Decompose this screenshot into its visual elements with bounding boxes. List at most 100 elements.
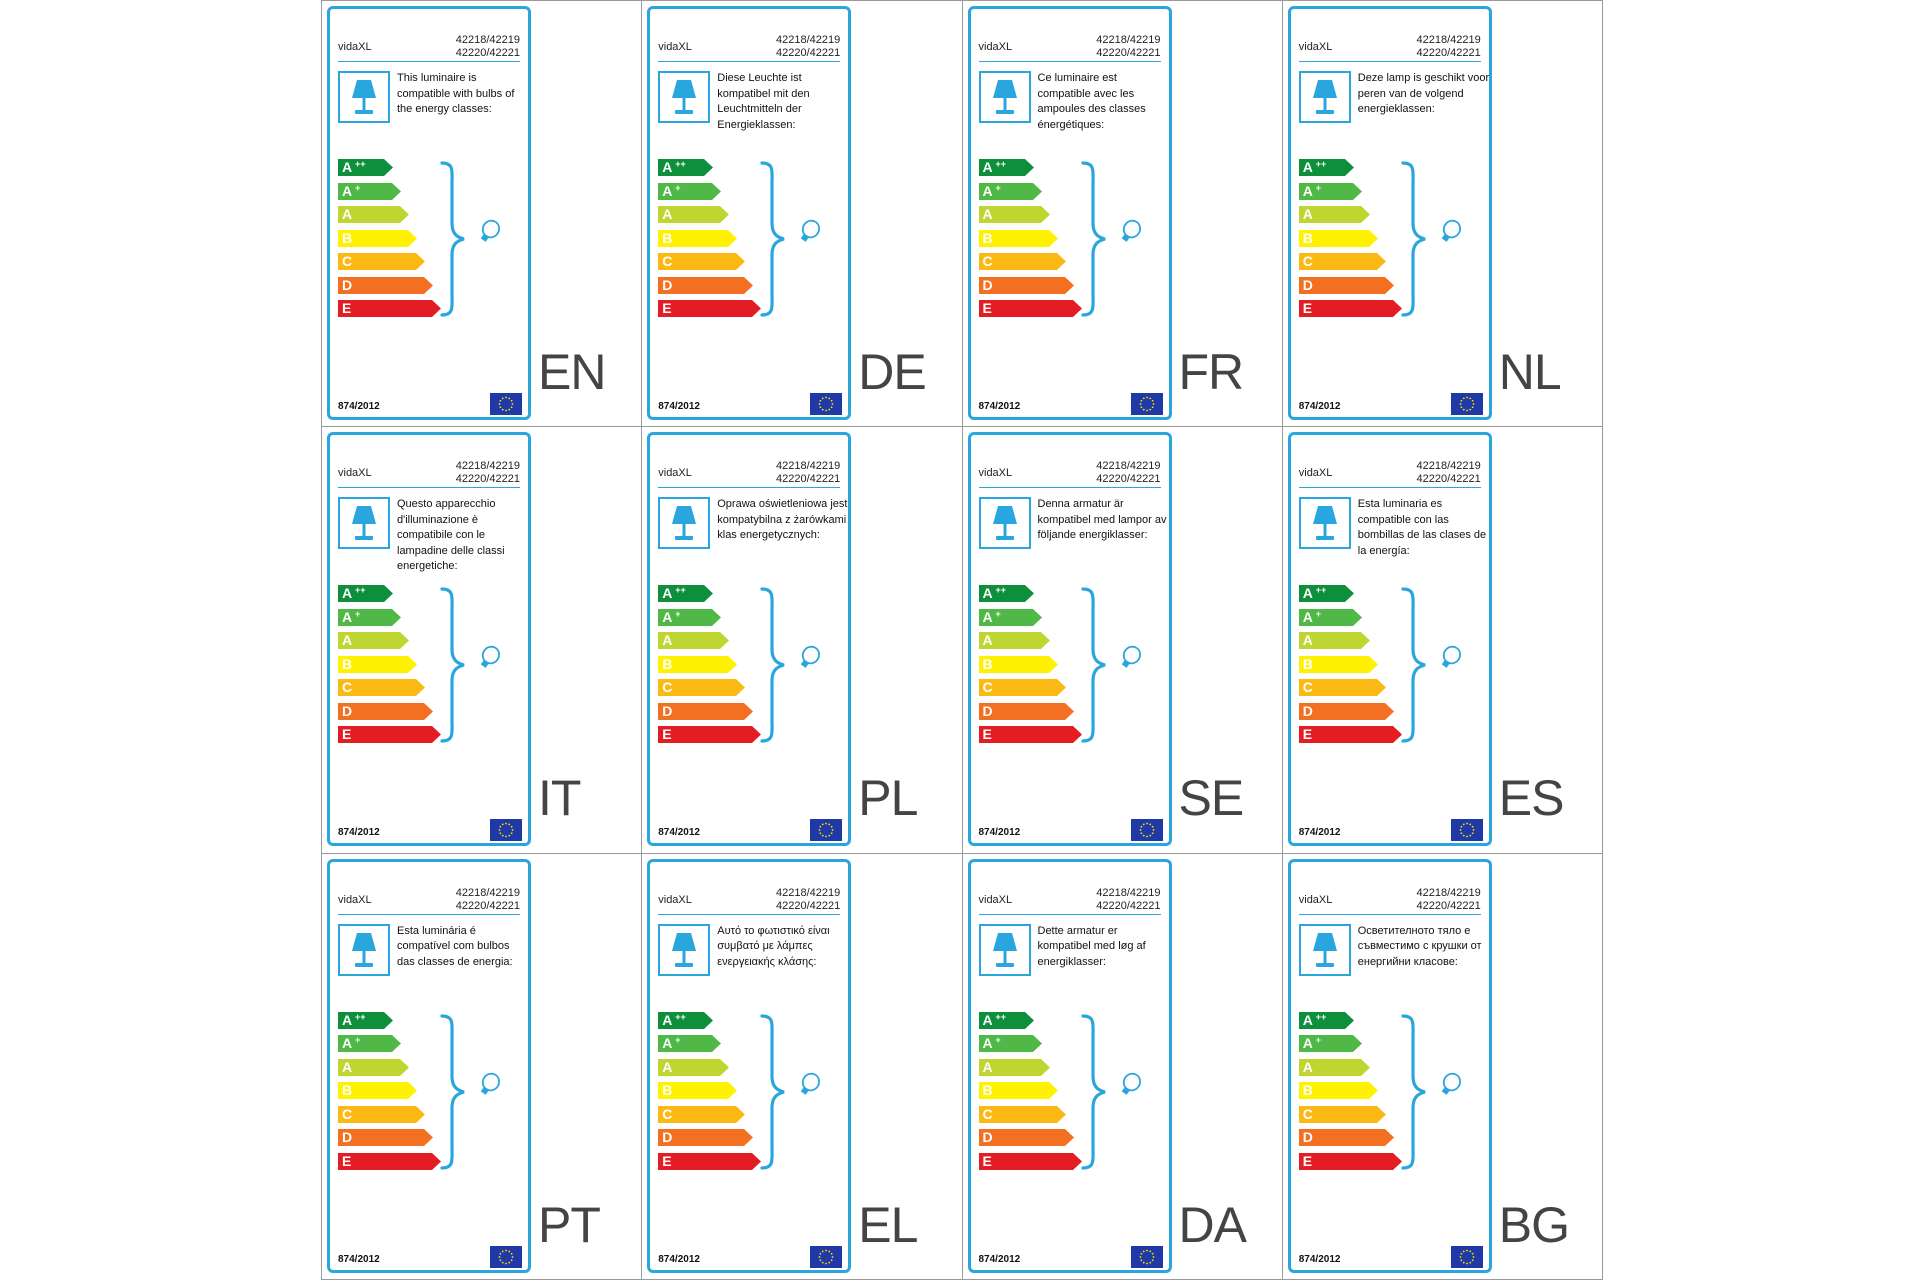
energy-class-letter: D xyxy=(662,1129,673,1146)
energy-class-letter: A xyxy=(982,1058,993,1075)
energy-class-arrow xyxy=(978,726,1082,744)
energy-label: vidaXL 42218/42219 42220/42221 Dette arm… xyxy=(967,858,1172,1273)
brand-name: vidaXL xyxy=(338,41,372,53)
energy-class-letter: D xyxy=(1302,702,1313,719)
eu-flag-icon xyxy=(1130,1245,1163,1268)
energy-class-superscript: + xyxy=(675,1035,681,1046)
energy-class-letter: E xyxy=(342,726,352,743)
energy-label: vidaXL 42218/42219 42220/42221 Esta lumi… xyxy=(327,858,531,1273)
energy-class-bar: C xyxy=(338,1105,458,1123)
brace-icon xyxy=(760,587,785,743)
energy-class-arrow xyxy=(978,1035,1042,1053)
energy-class-bar: A ++ xyxy=(978,159,1099,176)
energy-class-arrow xyxy=(338,159,393,176)
energy-class-bar: A ++ xyxy=(338,585,458,603)
energy-class-superscript: ++ xyxy=(675,159,686,169)
header-divider xyxy=(338,61,520,62)
model-number-line-2: 42220/42221 xyxy=(776,47,841,59)
model-numbers: 42218/42219 42220/42221 xyxy=(776,460,840,486)
energy-class-bar: A + xyxy=(978,1035,1099,1053)
model-number-line-1: 42218/42219 xyxy=(1096,34,1161,46)
table-lamp-icon xyxy=(338,497,390,550)
energy-class-bar: D xyxy=(338,702,458,720)
model-numbers: 42218/42219 42220/42221 xyxy=(1417,34,1481,60)
brand-name: vidaXL xyxy=(978,893,1013,906)
table-lamp-icon xyxy=(1298,71,1351,123)
energy-class-superscript: + xyxy=(1315,182,1322,193)
energy-class-letter: B xyxy=(342,655,353,672)
energy-class-letter: C xyxy=(1302,1105,1313,1122)
energy-class-arrow xyxy=(658,1011,714,1029)
energy-class-scale: A ++ A + A B C D E xyxy=(338,159,458,324)
energy-class-arrow xyxy=(978,1152,1082,1170)
energy-class-bar: C xyxy=(338,253,458,270)
energy-class-letter: D xyxy=(342,1129,353,1146)
energy-class-superscript: ++ xyxy=(1315,159,1327,169)
energy-class-letter: A xyxy=(1302,1058,1313,1075)
energy-class-arrow xyxy=(658,655,738,673)
light-bulb-icon xyxy=(800,1072,821,1095)
language-code: PL xyxy=(858,770,918,827)
energy-class-bar: C xyxy=(658,253,778,270)
energy-class-letter: B xyxy=(342,1082,353,1099)
energy-class-letter: A xyxy=(342,206,353,222)
energy-class-bar: A xyxy=(658,1058,778,1076)
model-number-line-2: 42220/42221 xyxy=(776,473,841,486)
energy-class-scale: A ++ A + A B C D E xyxy=(658,159,778,324)
energy-class-arrow xyxy=(338,1011,393,1029)
energy-class-letter: D xyxy=(1302,276,1313,293)
energy-class-arrow xyxy=(338,276,433,294)
language-code: BG xyxy=(1498,1196,1570,1253)
energy-label: vidaXL 42218/42219 42220/42221 This lumi… xyxy=(327,6,531,420)
energy-class-bar: A ++ xyxy=(978,1011,1099,1029)
brace-icon xyxy=(1401,1014,1426,1170)
energy-class-letter: D xyxy=(1302,1129,1313,1146)
energy-class-superscript: ++ xyxy=(675,585,686,596)
energy-class-superscript: ++ xyxy=(995,1011,1007,1022)
energy-class-bar: A + xyxy=(978,608,1099,626)
energy-class-arrow xyxy=(978,1058,1050,1076)
model-number-line-2: 42220/42221 xyxy=(776,899,841,912)
energy-class-bar: A + xyxy=(1298,1035,1419,1053)
energy-class-arrow xyxy=(658,229,738,247)
header-divider xyxy=(1298,61,1481,62)
energy-class-letter: D xyxy=(662,276,673,293)
energy-class-arrow xyxy=(978,1129,1074,1147)
energy-class-letter: E xyxy=(1302,1152,1313,1169)
brand-name: vidaXL xyxy=(1298,41,1333,53)
energy-class-arrow xyxy=(978,300,1082,317)
energy-class-bar: A + xyxy=(338,1035,458,1053)
energy-class-bar: E xyxy=(658,726,778,744)
energy-class-arrow xyxy=(978,632,1050,650)
language-code: FR xyxy=(1178,344,1245,400)
model-numbers: 42218/42219 42220/42221 xyxy=(456,887,520,913)
energy-class-bar: A + xyxy=(658,608,778,626)
energy-class-letter: B xyxy=(982,229,993,246)
energy-class-bar: B xyxy=(978,229,1099,247)
energy-class-arrow xyxy=(658,182,722,200)
energy-class-bar: E xyxy=(978,1152,1099,1170)
energy-class-bar: D xyxy=(1298,1129,1419,1147)
brace-icon xyxy=(440,1014,465,1170)
energy-class-arrow xyxy=(978,585,1034,603)
energy-class-bar: E xyxy=(658,300,778,317)
energy-class-letter: A xyxy=(982,608,993,625)
eu-flag-icon xyxy=(490,393,522,415)
model-numbers: 42218/42219 42220/42221 xyxy=(776,887,840,913)
energy-class-arrow xyxy=(658,276,754,294)
energy-class-arrow xyxy=(978,1082,1058,1100)
energy-class-bar: C xyxy=(978,679,1099,697)
energy-class-scale: A ++ A + A B C D E xyxy=(338,1011,458,1177)
header-divider xyxy=(978,61,1161,62)
model-number-line-2: 42220/42221 xyxy=(1416,473,1481,486)
language-code: DE xyxy=(858,344,926,400)
regulation-number: 874/2012 xyxy=(978,401,1021,412)
model-numbers: 42218/42219 42220/42221 xyxy=(456,460,520,486)
energy-class-arrow xyxy=(1298,655,1378,673)
energy-class-letter: B xyxy=(662,1082,673,1099)
energy-class-letter: B xyxy=(662,655,673,672)
brace-icon xyxy=(760,1014,785,1170)
energy-class-arrow xyxy=(338,206,409,223)
energy-label: vidaXL 42218/42219 42220/42221 Diese Leu… xyxy=(647,6,852,420)
model-number-line-2: 42220/42221 xyxy=(1416,899,1481,912)
